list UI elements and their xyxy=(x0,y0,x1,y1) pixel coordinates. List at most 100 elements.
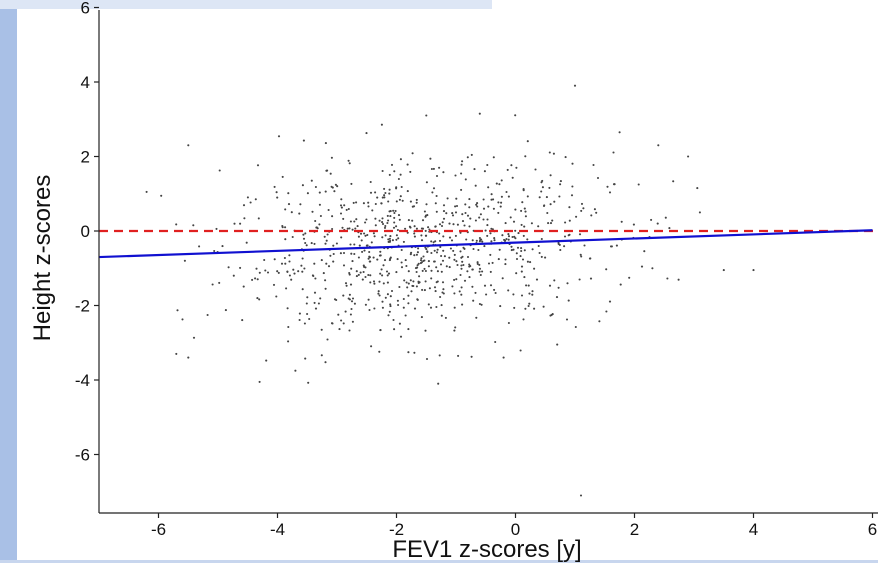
data-point xyxy=(478,302,481,306)
data-point xyxy=(528,302,531,305)
data-point xyxy=(367,257,370,260)
data-point xyxy=(442,249,445,252)
data-point xyxy=(668,227,671,230)
data-point xyxy=(384,234,387,237)
data-point xyxy=(387,314,390,317)
data-point xyxy=(394,209,397,213)
data-point xyxy=(528,292,531,295)
data-point xyxy=(430,269,433,272)
data-point xyxy=(288,274,291,277)
data-point xyxy=(466,156,469,159)
data-point xyxy=(380,268,383,271)
data-point xyxy=(592,163,595,167)
data-point xyxy=(525,284,528,287)
data-point xyxy=(368,256,371,259)
data-point xyxy=(395,271,398,274)
data-point xyxy=(372,280,376,283)
data-point xyxy=(348,329,351,332)
data-point xyxy=(423,267,426,270)
data-point xyxy=(411,152,414,155)
data-point xyxy=(332,252,335,256)
data-point xyxy=(434,290,437,293)
data-point xyxy=(361,250,364,253)
data-point xyxy=(284,238,287,241)
data-point xyxy=(318,223,321,226)
data-point xyxy=(440,304,443,307)
data-point xyxy=(439,245,442,249)
data-point xyxy=(415,201,418,204)
data-point xyxy=(218,169,221,172)
data-point xyxy=(468,276,471,279)
data-point xyxy=(549,174,552,177)
lines-layer xyxy=(98,229,878,259)
data-point xyxy=(450,239,454,242)
data-point xyxy=(369,281,372,284)
data-point xyxy=(436,248,439,251)
data-point xyxy=(608,300,612,303)
data-point xyxy=(429,157,432,160)
data-point xyxy=(534,168,537,171)
data-point xyxy=(356,225,359,228)
data-point xyxy=(471,239,474,242)
data-point xyxy=(382,282,385,285)
data-point xyxy=(482,198,485,201)
data-point xyxy=(397,214,401,217)
data-point xyxy=(311,210,314,213)
data-point xyxy=(456,263,459,267)
data-point xyxy=(370,241,373,244)
data-point xyxy=(442,204,446,207)
data-point xyxy=(374,217,377,220)
data-point xyxy=(515,252,518,255)
data-point xyxy=(485,293,488,296)
data-point xyxy=(303,267,306,270)
data-point xyxy=(421,269,424,272)
data-point xyxy=(540,237,543,241)
data-point xyxy=(468,206,471,209)
data-point xyxy=(325,239,328,242)
data-point xyxy=(327,208,330,212)
data-point xyxy=(434,240,437,243)
data-point xyxy=(526,260,529,263)
data-point xyxy=(367,298,370,301)
data-point xyxy=(288,260,291,263)
data-point xyxy=(264,269,267,272)
data-point xyxy=(553,279,556,282)
data-point xyxy=(425,114,428,117)
data-point xyxy=(446,197,449,200)
data-point xyxy=(517,232,520,235)
data-point xyxy=(287,192,290,195)
data-point xyxy=(565,318,569,321)
data-point xyxy=(589,277,593,280)
data-point xyxy=(342,264,346,267)
x-tick-label: -2 xyxy=(389,520,404,539)
data-point xyxy=(342,322,345,325)
data-point xyxy=(666,277,669,280)
data-point xyxy=(389,239,392,242)
data-point xyxy=(379,329,382,332)
x-tick-label: 6 xyxy=(868,520,877,539)
data-point xyxy=(314,185,317,189)
data-point xyxy=(371,209,374,212)
data-point xyxy=(388,192,391,195)
data-point xyxy=(353,302,356,305)
data-point xyxy=(451,212,454,215)
data-point xyxy=(379,250,382,253)
data-point xyxy=(380,202,383,205)
data-point xyxy=(276,196,279,199)
data-point xyxy=(520,247,523,250)
data-point xyxy=(341,226,344,229)
data-point xyxy=(431,191,434,194)
data-point xyxy=(365,218,368,221)
data-point xyxy=(454,326,457,329)
data-point xyxy=(417,280,420,283)
data-point xyxy=(487,186,490,189)
data-point xyxy=(380,123,383,126)
data-point xyxy=(395,238,398,241)
data-point xyxy=(596,176,600,180)
data-point xyxy=(520,223,523,226)
data-point xyxy=(570,194,574,197)
data-point xyxy=(221,245,224,248)
data-point xyxy=(460,188,463,191)
data-point xyxy=(265,359,268,362)
